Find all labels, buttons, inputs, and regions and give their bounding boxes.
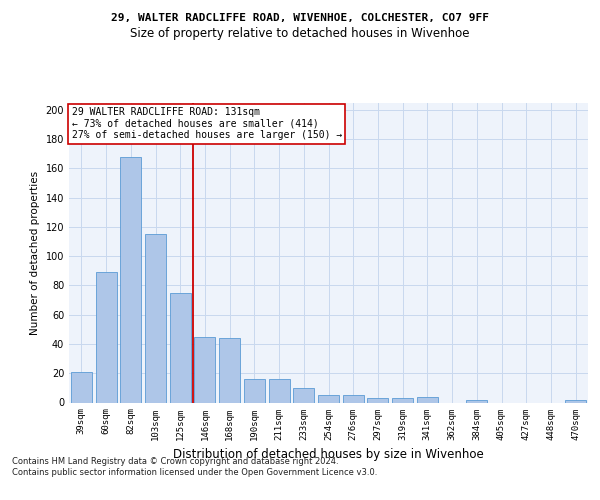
Text: 29 WALTER RADCLIFFE ROAD: 131sqm
← 73% of detached houses are smaller (414)
27% : 29 WALTER RADCLIFFE ROAD: 131sqm ← 73% o… — [71, 107, 342, 140]
Bar — [392, 398, 413, 402]
Bar — [318, 395, 339, 402]
Bar — [269, 379, 290, 402]
Bar — [219, 338, 240, 402]
Bar — [343, 395, 364, 402]
Text: 29, WALTER RADCLIFFE ROAD, WIVENHOE, COLCHESTER, CO7 9FF: 29, WALTER RADCLIFFE ROAD, WIVENHOE, COL… — [111, 12, 489, 22]
Bar — [120, 156, 141, 402]
Bar — [367, 398, 388, 402]
Bar — [194, 336, 215, 402]
Bar — [417, 396, 438, 402]
Bar — [244, 379, 265, 402]
Bar — [170, 292, 191, 403]
Text: Contains HM Land Registry data © Crown copyright and database right 2024.
Contai: Contains HM Land Registry data © Crown c… — [12, 458, 377, 477]
X-axis label: Distribution of detached houses by size in Wivenhoe: Distribution of detached houses by size … — [173, 448, 484, 461]
Bar — [95, 272, 116, 402]
Bar — [145, 234, 166, 402]
Y-axis label: Number of detached properties: Number of detached properties — [30, 170, 40, 334]
Bar — [466, 400, 487, 402]
Bar — [71, 372, 92, 402]
Bar — [565, 400, 586, 402]
Bar — [293, 388, 314, 402]
Text: Size of property relative to detached houses in Wivenhoe: Size of property relative to detached ho… — [130, 28, 470, 40]
